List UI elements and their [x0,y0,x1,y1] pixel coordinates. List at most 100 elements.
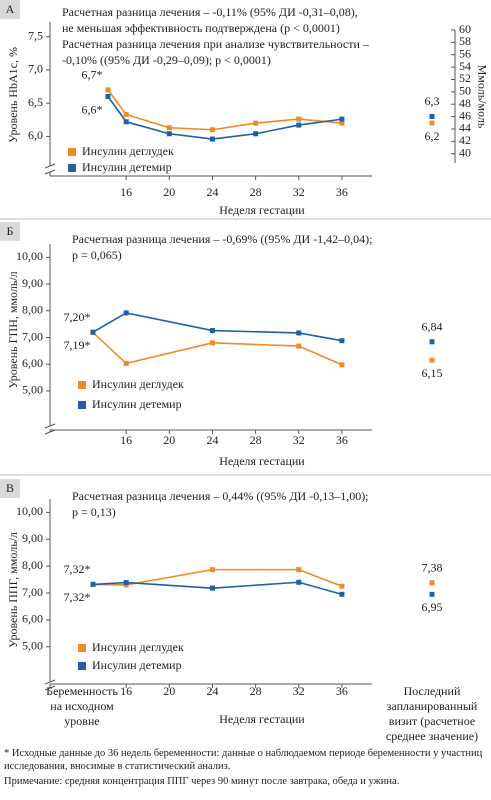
y2-tick-label: 46 [459,108,471,122]
y-tick-label: 9,00 [22,276,43,290]
y2-tick-label: 48 [459,96,471,110]
marker [123,360,129,366]
note: Примечание: средняя концентрация ППГ чер… [4,776,400,787]
y-tick-label: 8,00 [22,303,43,317]
y-tick-label: 6,00 [22,356,43,370]
marker [123,111,129,117]
marker [253,131,259,137]
axis-break [44,429,56,435]
value-label: 7,32* [64,562,91,576]
y-tick-label: 7,5 [28,28,43,42]
marker [253,120,259,126]
marker [429,580,435,586]
series-line [92,312,343,342]
marker [105,87,111,93]
legend-swatch [78,401,86,409]
marker [90,329,96,335]
y2-tick-label: 60 [459,22,471,36]
marker [105,94,111,99]
marker [209,328,215,334]
series-line [92,331,343,366]
x-tick-label: 24 [206,433,218,447]
marker [166,125,172,131]
marker [296,579,302,585]
panel-tag-bg [0,0,20,19]
panel-tag-bg [0,222,20,241]
legend-swatch [78,662,86,670]
y2-tick-label: 56 [459,46,471,60]
value-label: 7,20* [64,310,91,324]
y-axis-label: Уровень ГПН, ммоль/л [6,271,20,388]
marker [166,131,172,137]
marker [209,340,215,346]
annotation: не меньшая эффективность подтверждена (p… [62,21,340,35]
value-label: 6,95 [422,600,443,614]
marker [209,585,215,591]
y-tick-label: 5,00 [22,639,43,653]
legend-swatch [68,164,76,172]
value-label: 6,6* [82,102,103,116]
y2-tick-label: 58 [459,34,471,48]
x-tick-label: 16 [120,185,132,199]
marker [339,362,345,368]
legend-swatch [78,381,86,389]
y-tick-label: 5,00 [22,383,43,397]
x-first-label: на исходном [50,699,114,713]
legend-label: Инсулин деглудек [82,144,174,158]
panel-tag: А [6,2,15,16]
x-tick-label: 20 [163,684,175,698]
y-axis-label: Уровень ППГ, ммоль/л [6,532,20,648]
x-tick-label: 32 [293,433,305,447]
y2-tick-label: 44 [459,121,471,135]
value-label: 6,2 [425,129,440,143]
value-label: 6,15 [422,366,443,380]
y-axis-label: Уровень HbA1c, % [6,47,20,143]
annotation: Расчетная разница лечения – -0,69% ((95%… [72,232,373,246]
series-line [107,96,343,140]
marker [339,338,345,344]
x-axis-label: Неделя гестации [219,712,305,726]
legend-label: Инсулин детемир [92,397,182,411]
panel-tag: Б [7,224,14,238]
y-tick-label: 9,00 [22,531,43,545]
y-tick-label: 7,00 [22,585,43,599]
y-tick-label: 6,00 [22,612,43,626]
annotation: Расчетная разница лечения при анализе чу… [62,37,370,51]
marker [339,120,345,126]
marker [90,581,96,587]
annotation: -0,10% ((95% ДИ -0,29–0,09); p < 0,0001) [62,53,271,67]
marker [296,343,302,349]
x-tick-label: 16 [120,684,132,698]
marker [339,116,345,122]
value-label: 7,19* [64,338,91,352]
legend-label: Инсулин детемир [82,160,172,174]
marker [296,330,302,336]
x-tick-label: 24 [206,684,218,698]
y-tick-label: 10,00 [16,249,43,263]
y-tick-label: 6,5 [28,95,43,109]
marker [429,120,435,126]
annotation: p = 0,13) [72,505,116,519]
marker [429,113,435,119]
marker [339,591,345,597]
legend-swatch [68,148,76,156]
annotation: Расчетная разница лечения – -0,11% (95% … [62,5,358,19]
y-tick-label: 10,00 [16,504,43,518]
panel-tag: В [6,481,14,495]
x-tick-label: 20 [163,433,175,447]
y-tick-label: 7,0 [28,62,43,76]
legend-label: Инсулин деглудек [92,640,184,654]
legend-label: Инсулин детемир [92,658,182,672]
axis-break [44,423,56,429]
y2-tick-label: 50 [459,84,471,98]
x-tick-label: 28 [250,684,262,698]
x-tick-label: 28 [250,185,262,199]
y-tick-label: 7,00 [22,329,43,343]
x-tick-label: 32 [293,185,305,199]
x-tick-label: 36 [336,684,348,698]
annotation: p = 0,065) [72,248,122,262]
footnote: * Исходные данные до 36 недель беременно… [4,748,483,772]
value-label: 6,84 [422,320,443,334]
y2-tick-label: 40 [459,145,471,159]
x-axis-label: Неделя гестации [219,203,305,217]
